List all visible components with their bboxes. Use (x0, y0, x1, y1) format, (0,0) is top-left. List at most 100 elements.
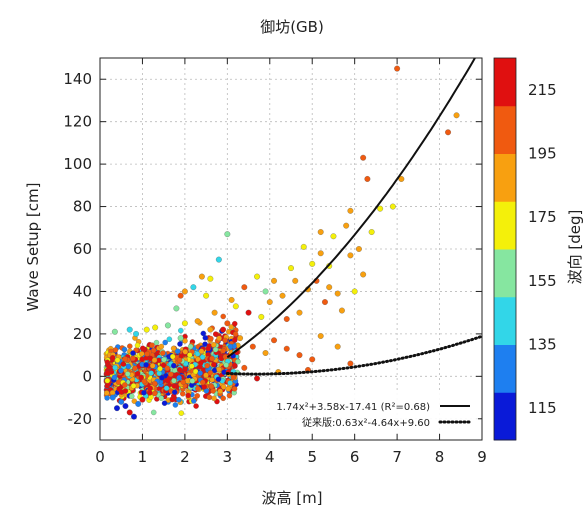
x-tick-label: 1 (138, 448, 148, 466)
scatter-point (224, 320, 231, 327)
scatter-point (231, 386, 238, 392)
scatter-point (177, 292, 184, 299)
scatter-point (205, 345, 212, 352)
scatter-point (347, 252, 354, 259)
scatter-point (317, 333, 324, 339)
scatter-point (189, 378, 196, 384)
scatter-point (194, 351, 201, 357)
scatter-point (220, 348, 226, 354)
colorbar-segment (494, 105, 516, 154)
scatter-point (181, 320, 188, 327)
scatter-point (152, 380, 158, 387)
scatter-point (228, 296, 235, 303)
scatter-point (169, 396, 176, 403)
colorbar-segment (494, 58, 516, 107)
scatter-point (360, 154, 367, 161)
scatter-point (220, 313, 226, 320)
y-tick-label: 20 (73, 325, 92, 343)
scatter-point (217, 388, 223, 394)
scatter-point (227, 343, 234, 350)
scatter-point (377, 205, 384, 212)
scatter-point (171, 362, 177, 369)
scatter-point (178, 410, 185, 416)
scatter-point (283, 316, 290, 322)
fit-curve (226, 58, 477, 359)
chart-title: 御坊(GB) (260, 18, 324, 36)
data-points (103, 65, 460, 420)
scatter-point (206, 394, 213, 400)
scatter-point (215, 376, 222, 382)
scatter-point (296, 352, 303, 359)
scatter-point (158, 343, 165, 350)
scatter-point (197, 360, 204, 366)
scatter-point (177, 341, 183, 347)
y-tick-label: 120 (63, 113, 92, 131)
scatter-point (193, 403, 199, 409)
scatter-point (220, 326, 227, 333)
colorbar-tick-label: 215 (528, 81, 557, 99)
colorbar-segment (494, 296, 516, 345)
scatter-point (125, 363, 131, 370)
x-tick-label: 6 (350, 448, 360, 466)
scatter-point (271, 337, 277, 344)
scatter-point (157, 365, 163, 372)
scatter-point (152, 324, 159, 331)
colorbar-segment (494, 392, 516, 441)
scatter-point (106, 364, 112, 370)
scatter-point (198, 348, 205, 354)
scatter-point (130, 355, 136, 362)
scatter-point (207, 326, 214, 333)
scatter-point (343, 222, 350, 229)
scatter-point (266, 299, 273, 306)
scatter-point (147, 385, 153, 392)
scatter-point (121, 346, 128, 353)
scatter-point (232, 320, 238, 327)
scatter-point (166, 336, 173, 342)
scatter-point (129, 393, 135, 399)
colorbar-segment (494, 201, 516, 250)
scatter-point (317, 250, 324, 257)
scatter-point (208, 335, 214, 342)
scatter-point (347, 207, 354, 214)
scatter-point (211, 309, 218, 316)
scatter-point (262, 350, 269, 356)
scatter-point (445, 129, 451, 136)
scatter-point (171, 383, 178, 389)
colorbar-tick-label: 115 (528, 399, 557, 417)
scatter-point (130, 383, 137, 389)
x-tick-label: 5 (307, 448, 317, 466)
scatter-point (309, 356, 316, 363)
scatter-point (170, 345, 177, 352)
scatter-point (223, 362, 229, 368)
scatter-point (222, 337, 228, 344)
scatter-point (207, 370, 214, 376)
scatter-point (177, 335, 184, 342)
x-tick-label: 0 (95, 448, 105, 466)
scatter-point (126, 409, 133, 416)
y-tick-label: 0 (82, 367, 92, 385)
y-tick-label: 60 (73, 240, 92, 258)
scatter-point (334, 343, 341, 350)
y-tick-label: 80 (73, 198, 92, 216)
colorbar-tick-label: 155 (528, 272, 557, 290)
x-tick-label: 4 (265, 448, 275, 466)
scatter-point (220, 384, 227, 390)
scatter-point (338, 307, 345, 314)
scatter-point (230, 374, 237, 381)
scatter-point (104, 390, 110, 396)
scatter-point (292, 277, 299, 284)
scatter-point (235, 358, 241, 365)
scatter-point (109, 394, 116, 401)
scatter-point (160, 362, 167, 368)
scatter-point (104, 395, 110, 401)
scatter-point (169, 353, 176, 360)
colorbar-segment (494, 344, 516, 393)
scatter-point (109, 389, 116, 396)
scatter-point (156, 370, 163, 377)
scatter-point (241, 364, 248, 371)
colorbar-segment (494, 153, 516, 202)
scatter-point (130, 350, 136, 356)
scatter-point (173, 305, 180, 312)
scatter-point (203, 372, 209, 378)
scatter-point (150, 347, 157, 354)
